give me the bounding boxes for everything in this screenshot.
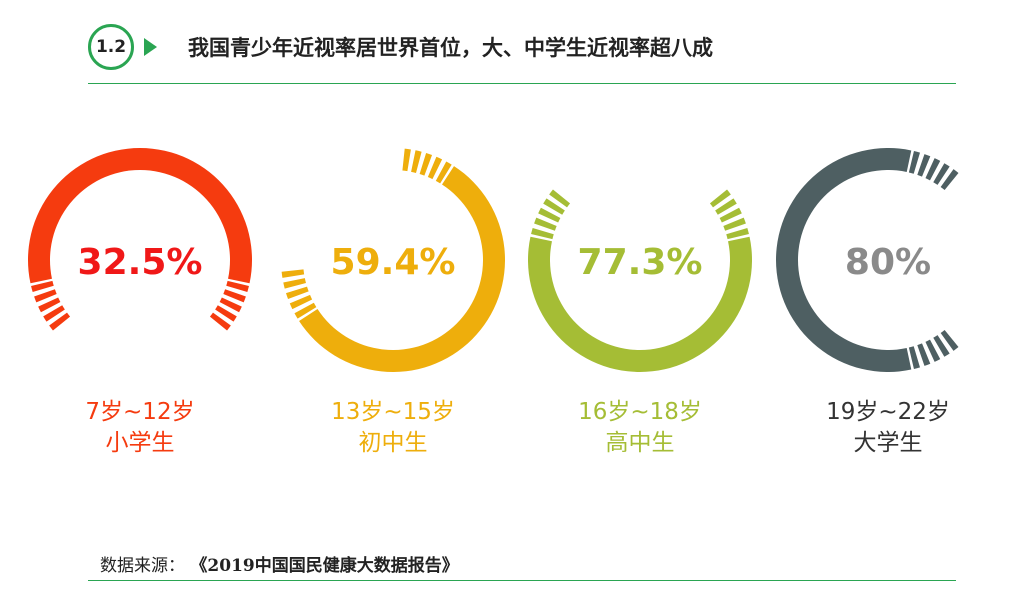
donut-arc-college	[776, 148, 912, 372]
donut-tick-senior-1-4	[531, 228, 554, 240]
value-label-senior: 77.3%	[578, 242, 703, 283]
donut-tick-junior-0-0	[402, 148, 411, 172]
donut-tick-college-0-2	[925, 339, 941, 362]
group-label-college: 大学生	[854, 430, 923, 456]
group-label-junior: 初中生	[359, 430, 428, 456]
footer-divider	[88, 580, 956, 581]
page-title: 我国青少年近视率居世界首位，大、中学生近视率超八成	[188, 36, 713, 60]
donut-tick-senior-1-2	[538, 207, 561, 223]
group-label-senior: 高中生	[606, 430, 675, 456]
donut-tick-junior-0-3	[427, 156, 443, 180]
value-label-primary: 32.5%	[78, 242, 203, 283]
donut-tick-senior-0-2	[719, 207, 742, 223]
data-source-label: 数据来源：	[100, 556, 185, 576]
donut-tick-junior-1-1	[283, 278, 306, 289]
value-label-junior: 59.4%	[331, 242, 456, 283]
donut-tick-college-0-4	[908, 346, 920, 369]
donut-tick-primary-0-3	[34, 289, 57, 303]
donut-tick-college-1-1	[933, 163, 950, 185]
age-label-junior: 13岁~15岁	[331, 399, 455, 425]
data-source-value: 《2019中国国民健康大数据报告》	[190, 556, 459, 576]
donut-tick-senior-1-3	[534, 217, 557, 231]
group-label-primary: 小学生	[106, 430, 175, 456]
header: 1.2 我国青少年近视率居世界首位，大、中学生近视率超八成	[88, 18, 958, 84]
donut-tick-junior-1-0	[281, 269, 305, 278]
donut-tick-college-0-1	[933, 335, 950, 357]
donut-tick-senior-0-0	[709, 189, 731, 208]
donut-tick-junior-1-3	[289, 294, 313, 310]
donut-tick-primary-1-3	[223, 289, 246, 303]
donut-tick-college-1-0	[940, 169, 959, 191]
donut-tick-college-0-3	[917, 343, 931, 366]
donut-tick-primary-0-4	[31, 280, 54, 292]
donut-tick-senior-1-0	[549, 189, 571, 208]
donut-tick-junior-0-4	[435, 161, 452, 184]
donut-tick-college-1-3	[917, 154, 931, 177]
donut-tick-senior-1-1	[543, 198, 565, 215]
value-label-college: 80%	[845, 242, 931, 283]
donut-tick-junior-0-2	[419, 153, 433, 176]
donut-tick-college-1-2	[925, 158, 941, 181]
donut-tick-senior-0-3	[723, 217, 746, 231]
donut-tick-primary-1-1	[215, 305, 237, 322]
age-label-college: 19岁~22岁	[826, 399, 950, 425]
donut-tick-primary-0-0	[49, 312, 71, 331]
donut-arc-primary	[28, 148, 253, 284]
donut-tick-junior-1-4	[294, 302, 317, 319]
donut-tick-college-0-0	[940, 329, 959, 351]
section-number-badge: 1.2	[88, 24, 134, 70]
donut-tick-primary-0-1	[43, 305, 65, 322]
age-label-senior: 16岁~18岁	[578, 399, 702, 425]
donut-arc-senior	[528, 236, 753, 372]
play-arrow-icon	[144, 38, 157, 56]
donut-tick-junior-0-1	[411, 150, 422, 173]
age-label-primary: 7岁~12岁	[85, 399, 194, 425]
donut-tick-primary-1-4	[226, 280, 249, 292]
donut-tick-primary-1-0	[209, 312, 231, 331]
donut-tick-junior-1-2	[286, 286, 309, 300]
donut-tick-senior-0-4	[726, 228, 749, 240]
donut-tick-college-1-4	[908, 151, 920, 174]
donut-tick-senior-0-1	[715, 198, 737, 215]
donut-tick-primary-0-2	[38, 297, 61, 313]
donut-tick-primary-1-2	[219, 297, 242, 313]
header-divider	[88, 83, 956, 84]
data-source: 数据来源： 《2019中国国民健康大数据报告》	[100, 551, 459, 576]
